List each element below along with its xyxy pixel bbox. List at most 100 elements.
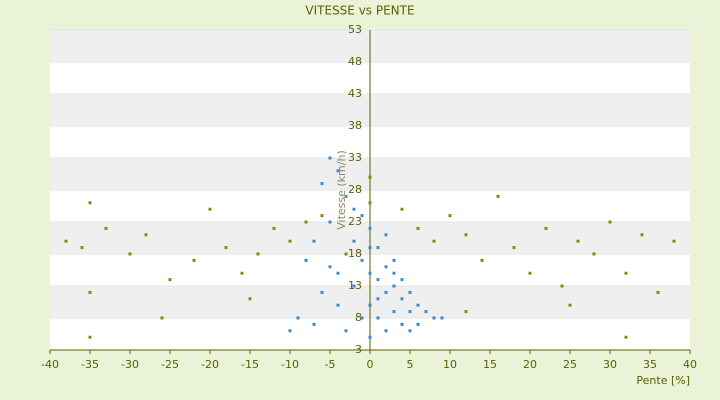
x-tick-label: 40: [683, 358, 697, 371]
point: [672, 239, 676, 243]
y-tick-label: 48: [348, 55, 362, 68]
point: [368, 201, 372, 205]
point: [512, 246, 516, 250]
point: [376, 297, 380, 301]
point: [496, 194, 500, 198]
point: [168, 278, 172, 282]
point: [440, 316, 444, 320]
point: [80, 246, 84, 250]
point: [360, 316, 364, 320]
point: [400, 322, 404, 326]
point: [624, 335, 628, 339]
point: [544, 226, 548, 230]
point: [88, 201, 92, 205]
point: [320, 214, 324, 218]
x-tick-label: -10: [281, 358, 299, 371]
point: [376, 246, 380, 250]
point: [368, 246, 372, 250]
point: [64, 239, 68, 243]
point: [528, 271, 532, 275]
point: [376, 316, 380, 320]
point: [384, 329, 388, 333]
x-tick-label: -35: [81, 358, 99, 371]
point: [328, 265, 332, 269]
y-tick-label: 18: [348, 247, 362, 260]
point: [352, 207, 356, 211]
point: [352, 284, 356, 288]
y-tick-label: 38: [348, 119, 362, 132]
point: [408, 290, 412, 294]
point: [416, 226, 420, 230]
point: [368, 335, 372, 339]
point: [344, 194, 348, 198]
point: [224, 246, 228, 250]
point: [272, 226, 276, 230]
y-tick-label: 43: [348, 87, 362, 100]
x-tick-label: -5: [325, 358, 336, 371]
point: [384, 233, 388, 237]
point: [360, 258, 364, 262]
point: [656, 290, 660, 294]
point: [624, 271, 628, 275]
point: [288, 329, 292, 333]
x-tick-label: -20: [201, 358, 219, 371]
point: [384, 265, 388, 269]
point: [400, 207, 404, 211]
point: [104, 226, 108, 230]
point: [344, 329, 348, 333]
point: [464, 233, 468, 237]
point: [392, 258, 396, 262]
point: [400, 297, 404, 301]
x-tick-label: 25: [563, 358, 577, 371]
point: [400, 278, 404, 282]
point: [88, 335, 92, 339]
point: [568, 303, 572, 307]
y-tick-label: 33: [348, 151, 362, 164]
point: [320, 182, 324, 186]
point: [576, 239, 580, 243]
point: [320, 290, 324, 294]
point: [360, 214, 364, 218]
point: [160, 316, 164, 320]
point: [608, 220, 612, 224]
point: [336, 303, 340, 307]
point: [560, 284, 564, 288]
point: [408, 329, 412, 333]
point: [336, 271, 340, 275]
point: [304, 258, 308, 262]
point: [408, 310, 412, 314]
point: [392, 284, 396, 288]
point: [368, 175, 372, 179]
point: [296, 316, 300, 320]
point: [336, 169, 340, 173]
point: [432, 316, 436, 320]
point: [640, 233, 644, 237]
x-tick-label: -25: [161, 358, 179, 371]
point: [432, 239, 436, 243]
point: [312, 239, 316, 243]
point: [128, 252, 132, 256]
y-tick-label: 23: [348, 215, 362, 228]
point: [392, 310, 396, 314]
point: [328, 220, 332, 224]
point: [392, 271, 396, 275]
point: [376, 278, 380, 282]
point: [240, 271, 244, 275]
point: [480, 258, 484, 262]
point: [304, 220, 308, 224]
point: [448, 214, 452, 218]
point: [464, 310, 468, 314]
x-tick-label: 35: [643, 358, 657, 371]
x-tick-label: 20: [523, 358, 537, 371]
y-tick-label: 53: [348, 23, 362, 36]
point: [424, 310, 428, 314]
y-tick-label: 28: [348, 183, 362, 196]
point: [592, 252, 596, 256]
point: [368, 271, 372, 275]
x-tick-label: 30: [603, 358, 617, 371]
point: [208, 207, 212, 211]
point: [288, 239, 292, 243]
point: [368, 303, 372, 307]
x-tick-label: 0: [367, 358, 374, 371]
